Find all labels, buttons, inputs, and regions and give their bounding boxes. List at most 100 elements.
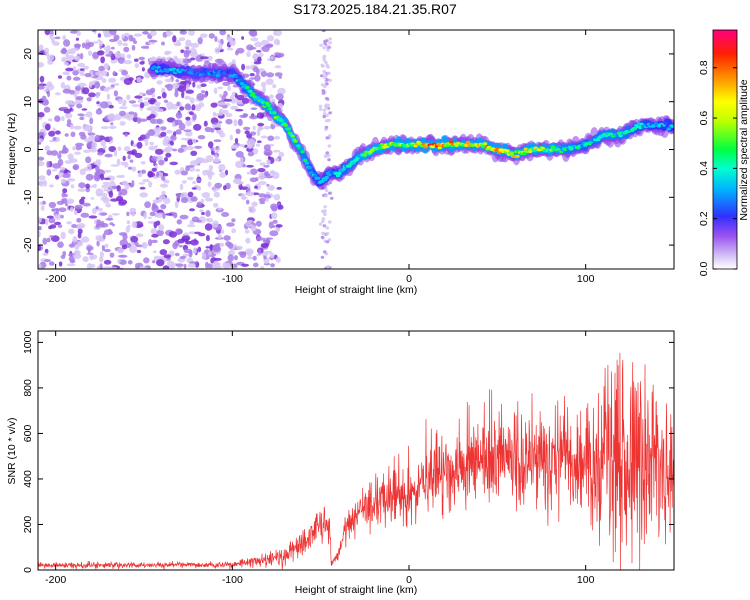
noise-speck bbox=[126, 150, 135, 155]
noise-speck bbox=[256, 129, 261, 137]
noise-speck bbox=[163, 148, 172, 153]
noise-speck bbox=[63, 39, 71, 47]
noise-speck bbox=[129, 207, 137, 213]
noise-speck bbox=[180, 30, 185, 34]
ridge-core bbox=[379, 143, 384, 147]
colorbar-tick-label: 0.4 bbox=[698, 161, 710, 176]
noise-speck bbox=[57, 75, 63, 79]
noise-speck bbox=[225, 241, 232, 247]
noise-speck bbox=[46, 237, 51, 243]
noise-speck bbox=[65, 100, 73, 105]
ridge-band bbox=[422, 146, 429, 154]
noise-speck bbox=[325, 231, 330, 236]
noise-speck bbox=[100, 126, 109, 130]
noise-speck bbox=[140, 45, 150, 49]
noise-speck bbox=[189, 97, 195, 104]
ridge-core bbox=[300, 150, 305, 154]
noise-speck bbox=[70, 184, 75, 189]
noise-speck bbox=[236, 94, 245, 101]
noise-speck bbox=[49, 261, 55, 266]
ridge-core bbox=[509, 151, 514, 155]
noise-speck bbox=[192, 113, 197, 121]
noise-speck bbox=[187, 263, 196, 268]
noise-speck bbox=[73, 125, 82, 130]
noise-speck bbox=[260, 70, 267, 77]
noise-speck bbox=[223, 98, 233, 102]
noise-speck bbox=[205, 246, 210, 249]
noise-speck bbox=[190, 57, 196, 61]
noise-speck bbox=[252, 255, 257, 261]
spectrogram-y-label: Frequency (Hz) bbox=[6, 113, 18, 185]
noise-speck bbox=[77, 113, 85, 117]
noise-speck bbox=[320, 235, 325, 239]
noise-speck bbox=[245, 191, 255, 197]
noise-speck bbox=[99, 256, 104, 263]
snr-panel: -200 -100 0 100 0 200 400 600 800 1000 Height of… bbox=[6, 330, 675, 596]
noise-speck bbox=[164, 99, 168, 104]
noise-speck bbox=[254, 41, 263, 48]
noise-speck bbox=[240, 193, 247, 196]
y-tick-label: 400 bbox=[22, 470, 34, 488]
noise-speck bbox=[111, 46, 115, 50]
noise-speck bbox=[231, 228, 236, 234]
noise-speck bbox=[116, 185, 121, 192]
noise-speck bbox=[95, 206, 99, 210]
noise-speck bbox=[175, 112, 183, 119]
noise-speck bbox=[77, 232, 82, 239]
noise-speck bbox=[328, 78, 332, 82]
noise-speck bbox=[230, 144, 239, 150]
noise-speck bbox=[263, 239, 271, 244]
noise-speck bbox=[43, 106, 51, 113]
noise-speck bbox=[133, 33, 143, 37]
noise-speck bbox=[96, 240, 100, 247]
noise-speck bbox=[272, 84, 277, 89]
snr-frame bbox=[37, 330, 675, 571]
noise-speck bbox=[127, 260, 133, 265]
noise-speck bbox=[273, 149, 281, 153]
snr-background bbox=[38, 331, 674, 570]
noise-speck bbox=[216, 129, 224, 135]
noise-speck bbox=[95, 91, 101, 95]
noise-speck bbox=[185, 39, 192, 47]
noise-speck bbox=[187, 224, 196, 228]
noise-speck bbox=[105, 203, 112, 208]
noise-speck bbox=[41, 99, 49, 106]
colorbar-tick-label: 0.0 bbox=[698, 262, 710, 277]
noise-speck bbox=[165, 152, 172, 158]
noise-speck bbox=[134, 63, 139, 69]
noise-speck bbox=[250, 107, 258, 110]
noise-speck bbox=[100, 196, 109, 202]
noise-speck bbox=[101, 245, 105, 251]
noise-speck bbox=[126, 211, 130, 217]
noise-speck bbox=[274, 72, 283, 77]
noise-speck bbox=[136, 141, 143, 149]
noise-speck bbox=[208, 164, 214, 171]
noise-speck bbox=[101, 193, 108, 198]
ridge-core bbox=[362, 153, 367, 157]
noise-speck bbox=[187, 30, 195, 36]
noise-speck bbox=[139, 61, 145, 65]
noise-speck bbox=[205, 155, 214, 163]
noise-speck bbox=[176, 193, 181, 199]
noise-speck bbox=[145, 89, 154, 96]
noise-speck bbox=[121, 70, 128, 76]
noise-speck bbox=[265, 175, 274, 179]
noise-speck bbox=[267, 35, 274, 42]
noise-speck bbox=[325, 78, 329, 82]
noise-speck bbox=[45, 123, 51, 131]
noise-speck bbox=[321, 231, 326, 236]
y-tick-label: 0 bbox=[22, 146, 34, 152]
noise-speck bbox=[321, 217, 326, 221]
noise-speck bbox=[258, 172, 266, 180]
noise-speck bbox=[209, 244, 214, 252]
noise-speck bbox=[88, 164, 92, 172]
noise-speck bbox=[108, 136, 113, 141]
noise-speck bbox=[143, 257, 150, 264]
noise-speck bbox=[97, 107, 101, 111]
noise-speck bbox=[110, 122, 114, 126]
noise-speck bbox=[124, 133, 128, 137]
y-tick-label: 600 bbox=[22, 425, 34, 443]
noise-speck bbox=[192, 181, 197, 185]
noise-speck bbox=[110, 180, 115, 184]
noise-speck bbox=[325, 240, 330, 244]
